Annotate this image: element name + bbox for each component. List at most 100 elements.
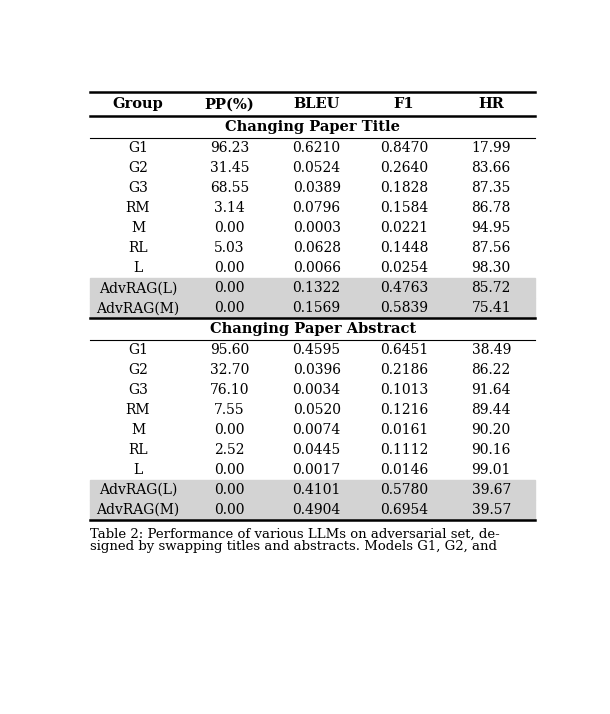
Text: 0.6451: 0.6451 [379, 343, 428, 357]
Text: 31.45: 31.45 [210, 161, 249, 175]
Text: 0.5839: 0.5839 [380, 301, 428, 315]
Text: 89.44: 89.44 [472, 403, 511, 417]
Text: 96.23: 96.23 [210, 141, 249, 155]
Text: G3: G3 [128, 181, 148, 195]
Text: 32.70: 32.70 [210, 363, 249, 377]
Text: 0.4595: 0.4595 [293, 343, 341, 357]
Text: 0.00: 0.00 [214, 221, 245, 235]
Text: 0.1322: 0.1322 [293, 281, 341, 295]
Text: 0.6954: 0.6954 [380, 503, 428, 517]
Text: L: L [134, 463, 143, 477]
Text: 90.16: 90.16 [472, 443, 511, 457]
Text: 0.00: 0.00 [214, 483, 245, 497]
Text: 0.1448: 0.1448 [379, 241, 428, 255]
Text: 0.5780: 0.5780 [380, 483, 428, 497]
Text: L: L [134, 261, 143, 275]
Text: 0.0034: 0.0034 [293, 383, 341, 397]
Text: 86.78: 86.78 [472, 201, 511, 215]
Text: Group: Group [113, 97, 163, 111]
Text: 38.49: 38.49 [472, 343, 511, 357]
Text: 0.00: 0.00 [214, 423, 245, 437]
Text: 0.0396: 0.0396 [293, 363, 340, 377]
Text: 0.00: 0.00 [214, 261, 245, 275]
Text: 0.4763: 0.4763 [379, 281, 428, 295]
Text: M: M [131, 221, 145, 235]
Text: 0.0445: 0.0445 [293, 443, 341, 457]
Text: 0.00: 0.00 [214, 301, 245, 315]
Text: 0.0389: 0.0389 [293, 181, 340, 195]
Text: F1: F1 [393, 97, 414, 111]
Text: 0.8470: 0.8470 [379, 141, 428, 155]
Text: 0.4904: 0.4904 [293, 503, 341, 517]
Text: G3: G3 [128, 383, 148, 397]
Text: 0.0161: 0.0161 [379, 423, 428, 437]
Text: 2.52: 2.52 [214, 443, 245, 457]
Text: HR: HR [478, 97, 504, 111]
Text: G2: G2 [128, 363, 148, 377]
Text: G1: G1 [128, 343, 148, 357]
Text: 0.1569: 0.1569 [293, 301, 341, 315]
Text: Changing Paper Title: Changing Paper Title [225, 120, 400, 134]
Text: 0.0017: 0.0017 [293, 463, 341, 477]
Text: 7.55: 7.55 [214, 403, 245, 417]
Text: 0.0146: 0.0146 [379, 463, 428, 477]
Text: AdvRAG(L): AdvRAG(L) [99, 281, 178, 295]
Text: RL: RL [128, 443, 148, 457]
Text: 0.0066: 0.0066 [293, 261, 340, 275]
Bar [90, 298, 535, 318]
Text: 0.0221: 0.0221 [380, 221, 428, 235]
Text: 0.1216: 0.1216 [379, 403, 428, 417]
Text: AdvRAG(M): AdvRAG(M) [96, 301, 180, 315]
Text: 0.1112: 0.1112 [379, 443, 428, 457]
Text: 0.2186: 0.2186 [380, 363, 428, 377]
Text: G1: G1 [128, 141, 148, 155]
Text: 39.57: 39.57 [472, 503, 511, 517]
Text: 0.0520: 0.0520 [293, 403, 340, 417]
Text: M: M [131, 423, 145, 437]
Text: 68.55: 68.55 [210, 181, 249, 195]
Text: Table 2: Performance of various LLMs on adversarial set, de-: Table 2: Performance of various LLMs on … [90, 528, 500, 540]
Text: 0.00: 0.00 [214, 503, 245, 517]
Text: 0.0254: 0.0254 [380, 261, 428, 275]
Text: 5.03: 5.03 [214, 241, 245, 255]
Text: 39.67: 39.67 [472, 483, 511, 497]
Text: 0.4101: 0.4101 [292, 483, 341, 497]
Text: 99.01: 99.01 [472, 463, 511, 477]
Text: 0.2640: 0.2640 [380, 161, 428, 175]
Text: 0.1584: 0.1584 [379, 201, 428, 215]
Text: 0.0074: 0.0074 [293, 423, 341, 437]
Text: 0.0796: 0.0796 [293, 201, 341, 215]
Text: RM: RM [126, 403, 150, 417]
Text: RM: RM [126, 201, 150, 215]
Text: 86.22: 86.22 [472, 363, 511, 377]
Text: 85.72: 85.72 [472, 281, 511, 295]
Text: 98.30: 98.30 [472, 261, 511, 275]
Bar [90, 480, 535, 500]
Text: signed by swapping titles and abstracts. Models G1, G2, and: signed by swapping titles and abstracts.… [90, 540, 497, 553]
Text: PP(%): PP(%) [204, 97, 254, 111]
Text: 0.00: 0.00 [214, 281, 245, 295]
Text: 94.95: 94.95 [472, 221, 511, 235]
Text: 83.66: 83.66 [472, 161, 511, 175]
Bar [90, 500, 535, 520]
Text: 0.0628: 0.0628 [293, 241, 340, 255]
Text: BLEU: BLEU [293, 97, 340, 111]
Text: 0.1828: 0.1828 [380, 181, 428, 195]
Text: Changing Paper Abstract: Changing Paper Abstract [210, 322, 415, 336]
Text: 87.56: 87.56 [472, 241, 511, 255]
Text: 76.10: 76.10 [210, 383, 249, 397]
Text: AdvRAG(L): AdvRAG(L) [99, 483, 178, 497]
Text: 0.0003: 0.0003 [293, 221, 340, 235]
Text: RL: RL [128, 241, 148, 255]
Text: 0.0524: 0.0524 [293, 161, 341, 175]
Text: 0.1013: 0.1013 [379, 383, 428, 397]
Text: 0.6210: 0.6210 [293, 141, 341, 155]
Text: 75.41: 75.41 [472, 301, 511, 315]
Text: 87.35: 87.35 [472, 181, 511, 195]
Text: 3.14: 3.14 [214, 201, 245, 215]
Text: 90.20: 90.20 [472, 423, 511, 437]
Text: AdvRAG(M): AdvRAG(M) [96, 503, 180, 517]
Text: 95.60: 95.60 [210, 343, 249, 357]
Text: 91.64: 91.64 [472, 383, 511, 397]
Bar [90, 278, 535, 298]
